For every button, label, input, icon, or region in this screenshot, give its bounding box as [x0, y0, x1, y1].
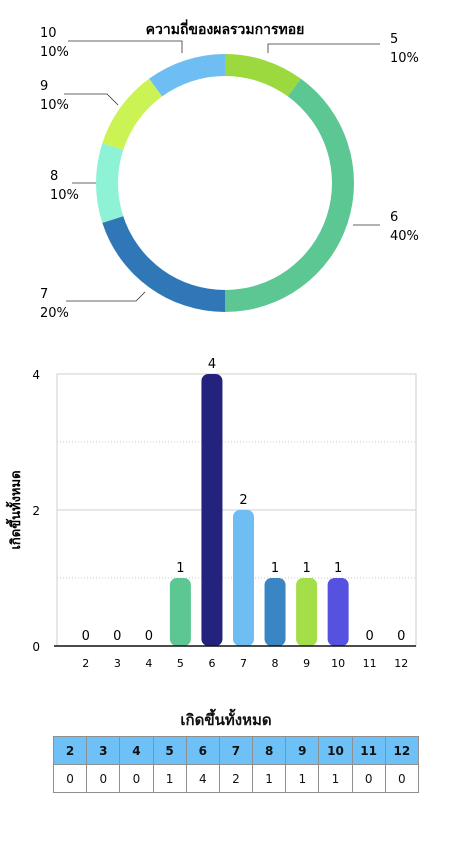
x-tick-label: 5	[177, 657, 184, 670]
table-cell: 0	[86, 764, 121, 793]
bar-value-label: 1	[334, 561, 342, 576]
pie-percent-label: 10%	[50, 188, 79, 203]
bar-chart: 024เกิดขึ้นทั้งหมด0203041546271819110011…	[5, 357, 417, 670]
y-tick-label: 2	[32, 504, 40, 518]
leader-line	[64, 93, 119, 106]
bar-6	[201, 374, 223, 646]
pie-slice-9	[102, 78, 163, 150]
table-cell: 0	[384, 764, 420, 793]
table-cell: 1	[252, 764, 287, 793]
table-cell: 0	[351, 764, 386, 793]
pie-label: 6	[390, 210, 398, 225]
bar-value-label: 1	[271, 561, 279, 576]
bar-value-label: 0	[82, 629, 90, 644]
x-tick-label: 10	[331, 657, 345, 670]
pie-label: 5	[390, 32, 398, 47]
donut-chart: 5 10% 6 40% 7 20% 8 10% 9 10% 10 10%	[40, 26, 419, 321]
table-cell: 1	[285, 764, 320, 793]
table-header-cell: 5	[152, 736, 187, 765]
x-tick-label: 7	[240, 657, 247, 670]
table-header-cell: 9	[285, 736, 320, 765]
table-cell: 0	[52, 764, 88, 793]
x-tick-label: 9	[303, 657, 310, 670]
bar-8	[264, 578, 286, 646]
x-tick-label: 4	[145, 657, 152, 670]
table-header-cell: 11	[351, 736, 386, 765]
leader-line	[68, 40, 183, 53]
x-tick-label: 3	[114, 657, 121, 670]
y-tick-label: 4	[32, 368, 40, 382]
table-cell: 1	[318, 764, 353, 793]
pie-percent-label: 40%	[390, 229, 419, 244]
bar-5	[169, 578, 191, 646]
pie-label: 10	[40, 26, 57, 41]
table-header-cell: 4	[119, 736, 154, 765]
x-tick-label: 11	[363, 657, 377, 670]
pie-percent-label: 10%	[40, 98, 69, 113]
pie-slice-10	[149, 54, 225, 97]
table-cell: 2	[218, 764, 254, 793]
table-cell: 0	[119, 764, 154, 793]
table-header-cell: 3	[86, 736, 121, 765]
table-header-cell: 8	[252, 736, 287, 765]
y-tick-label: 0	[32, 640, 40, 654]
table-header-cell: 7	[218, 736, 254, 765]
x-tick-label: 2	[82, 657, 89, 670]
pie-percent-label: 10%	[390, 51, 419, 66]
pie-slice-6	[225, 78, 355, 312]
table-header-row: 2 3 4 5 6 7 8 9 10 11 12	[52, 736, 420, 765]
pie-percent-label: 20%	[40, 306, 69, 321]
bar-value-label: 2	[239, 493, 247, 508]
bar-value-label: 1	[302, 561, 310, 576]
bar-7	[233, 510, 254, 646]
table-header-cell: 6	[185, 736, 220, 765]
table-header-cell: 2	[52, 736, 88, 765]
bar-value-label: 1	[176, 561, 184, 576]
pie-slice-8	[96, 143, 124, 223]
x-tick-label: 6	[208, 657, 215, 670]
table-cell: 1	[152, 764, 187, 793]
pie-label: 7	[40, 287, 48, 302]
x-tick-label: 12	[394, 657, 408, 670]
bar-value-label: 0	[145, 629, 153, 644]
pie-label: 8	[50, 169, 58, 184]
x-tick-label: 8	[272, 657, 279, 670]
table-header-cell: 12	[384, 736, 420, 765]
bar-value-label: 0	[113, 629, 121, 644]
bar-10	[327, 578, 349, 646]
pie-label: 9	[40, 79, 48, 94]
pie-slice-5	[225, 54, 301, 97]
leader-line	[267, 43, 380, 53]
bar-value-label: 4	[208, 357, 216, 372]
table-header-cell: 10	[318, 736, 353, 765]
pie-title: ความถี่ของผลรวมการทอย	[146, 19, 305, 38]
pie-percent-label: 10%	[40, 45, 69, 60]
bar-9	[296, 578, 318, 646]
bar-value-label: 0	[397, 629, 405, 644]
table-cell: 4	[185, 764, 220, 793]
y-axis-label: เกิดขึ้นทั้งหมด	[5, 470, 24, 549]
pie-slice-7	[102, 216, 225, 312]
bar-value-label: 0	[366, 629, 374, 644]
table-title: เกิดขึ้นทั้งหมด	[180, 711, 272, 729]
leader-line	[66, 291, 146, 302]
